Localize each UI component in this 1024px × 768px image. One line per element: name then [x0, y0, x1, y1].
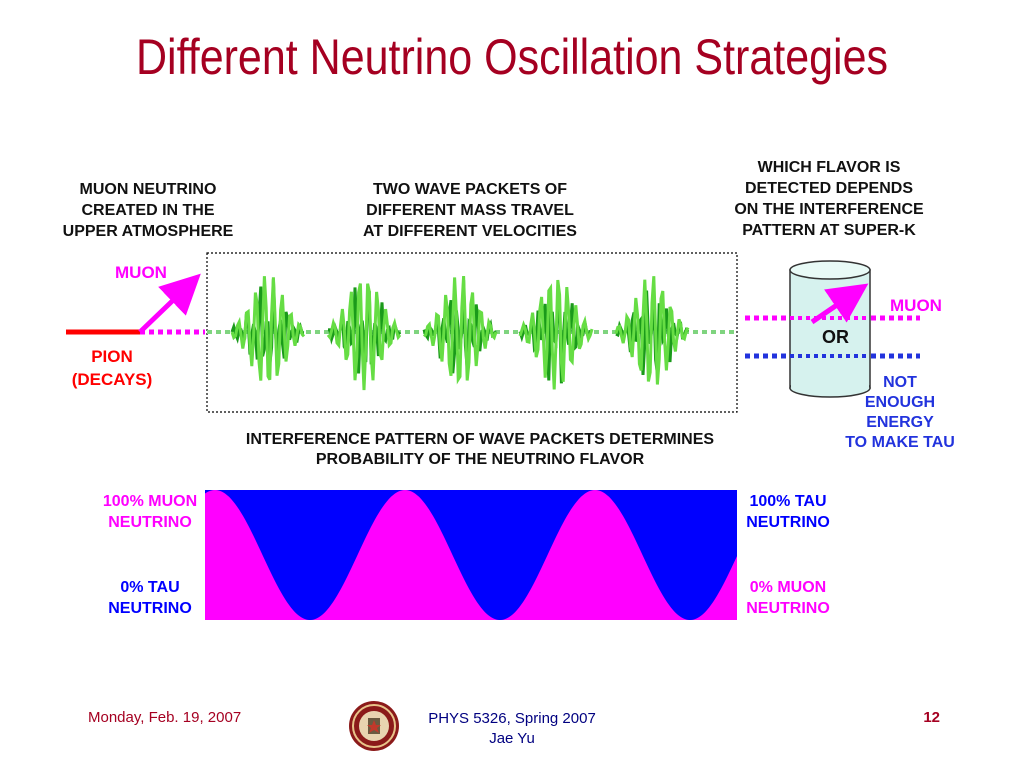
page-number: 12 [923, 709, 940, 726]
right-caption-line: ON THE INTERFERENCE [734, 201, 924, 218]
band-right-bottom-line: 0% MUON [750, 579, 826, 596]
left-caption-line: MUON NEUTRINO [80, 181, 217, 198]
no-tau-label-line: NOT [883, 374, 917, 391]
right-caption: WHICH FLAVOR IS DETECTED DEPENDS ON THE IN… [734, 159, 924, 239]
middle-caption-line: TWO WAVE PACKETS OF [373, 181, 567, 198]
pion-label-line: PION [91, 347, 133, 366]
detector-or-label: OR [822, 327, 849, 347]
no-tau-label-line: TO MAKE TAU [845, 434, 955, 451]
left-caption-line: CREATED IN THE [81, 202, 214, 219]
interference-caption-line: INTERFERENCE PATTERN OF WAVE PACKETS DET… [246, 431, 715, 448]
band-right-bottom-line: NEUTRINO [746, 600, 830, 617]
oscillation-band [205, 490, 737, 620]
wave-packet [614, 276, 690, 385]
footer-course-title: PHYS 5326, Spring 2007 [428, 710, 596, 727]
right-caption-line: PATTERN AT SUPER-K [742, 222, 916, 239]
footer-date: Monday, Feb. 19, 2007 [88, 709, 242, 726]
pion-label-line: (DECAYS) [72, 370, 153, 389]
slide-title: Different Neutrino Oscillation Strategie… [135, 29, 889, 85]
no-tau-label: NOT ENOUGH ENERGY TO MAKE TAU [845, 374, 955, 451]
band-labels: 100% MUON NEUTRINO 0% TAU NEUTRINO 100% TAU N… [103, 493, 830, 617]
band-left-top-line: NEUTRINO [108, 514, 192, 531]
band-left-bottom-line: 0% TAU [120, 579, 179, 596]
wave-packet [422, 276, 498, 385]
footer-course: PHYS 5326, Spring 2007 Jae Yu [412, 709, 612, 749]
no-tau-label-line: ENERGY [866, 414, 934, 431]
university-seal-icon [349, 701, 399, 751]
band-left-top-line: 100% MUON [103, 493, 197, 510]
left-caption: MUON NEUTRINO CREATED IN THE UPPER ATMOSPH… [63, 181, 234, 240]
footer-author: Jae Yu [489, 730, 535, 747]
band-right-top-line: 100% TAU [749, 493, 826, 510]
wave-packet [518, 279, 594, 390]
interference-caption: INTERFERENCE PATTERN OF WAVE PACKETS DET… [246, 431, 715, 468]
middle-caption: TWO WAVE PACKETS OF DIFFERENT MASS TRAVEL… [363, 181, 577, 240]
no-tau-label-line: ENOUGH [865, 394, 935, 411]
wave-packet [230, 276, 306, 381]
middle-caption-line: AT DIFFERENT VELOCITIES [363, 223, 577, 240]
interference-caption-line: PROBABILITY OF THE NEUTRINO FLAVOR [316, 451, 645, 468]
middle-caption-line: DIFFERENT MASS TRAVEL [366, 202, 574, 219]
band-right-top-line: NEUTRINO [746, 514, 830, 531]
muon-label: MUON [115, 263, 167, 282]
muon-emission-arrow [138, 273, 201, 334]
detector-arrow [810, 283, 869, 325]
wave-packets [230, 276, 690, 391]
wave-packet [326, 283, 402, 391]
wave-packet-box [206, 252, 738, 413]
detected-muon-label: MUON [890, 296, 942, 315]
left-caption-line: UPPER ATMOSPHERE [63, 223, 234, 240]
right-caption-line: WHICH FLAVOR IS [758, 159, 901, 176]
right-caption-line: DETECTED DEPENDS [745, 180, 913, 197]
pion-label: PION (DECAYS) [72, 347, 153, 389]
band-left-bottom-line: NEUTRINO [108, 600, 192, 617]
